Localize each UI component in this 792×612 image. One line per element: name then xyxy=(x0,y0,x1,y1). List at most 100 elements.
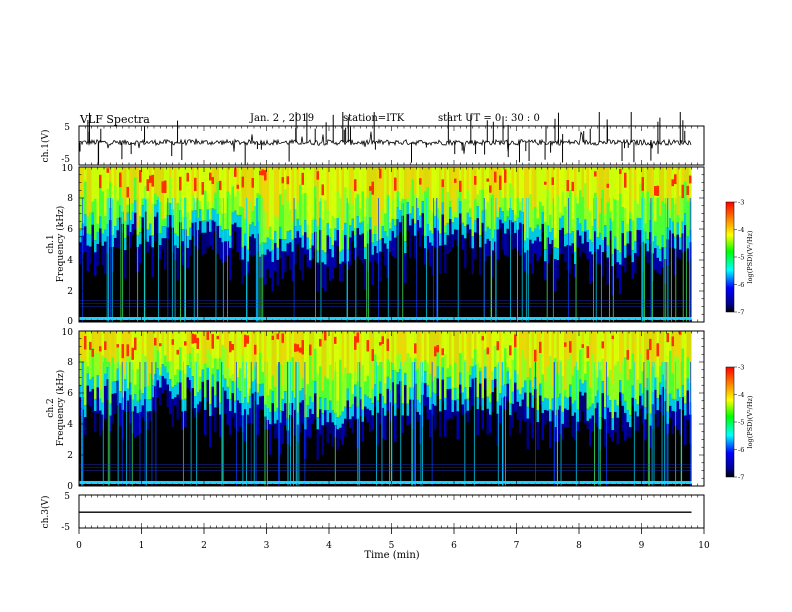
sferic-streak xyxy=(107,362,109,486)
spectrogram-band xyxy=(311,233,314,246)
spectrogram-band xyxy=(99,346,102,352)
spectrogram-band xyxy=(456,227,459,247)
spectrogram-band xyxy=(126,331,129,354)
spectrogram-band xyxy=(279,331,282,411)
spectrogram-band xyxy=(224,388,227,415)
spectrogram-band xyxy=(249,331,252,389)
spectrogram-band xyxy=(411,331,414,363)
spectrogram-band xyxy=(476,167,479,195)
spectrogram-band xyxy=(669,218,672,231)
spectrogram-band xyxy=(299,400,302,433)
spectrogram-band xyxy=(544,259,547,281)
spectrogram-band xyxy=(254,167,257,206)
spectrogram-band xyxy=(539,331,542,351)
spectrogram-band xyxy=(276,407,279,420)
sferic-streak xyxy=(535,362,536,486)
spectrogram-band xyxy=(521,331,524,388)
x-tick-label: 0 xyxy=(76,541,82,551)
spectrogram-band xyxy=(436,366,439,379)
spectrogram-band xyxy=(219,331,222,358)
spectrogram-band xyxy=(576,409,579,422)
spectrogram-band xyxy=(364,331,367,382)
spectrogram-band xyxy=(249,396,252,409)
spectrogram-band xyxy=(669,331,672,394)
spectrogram-band xyxy=(649,167,652,203)
spectrogram-band xyxy=(84,214,87,227)
spectrogram-band xyxy=(571,167,574,219)
spectrogram-band xyxy=(611,335,614,340)
spectrogram-band xyxy=(399,379,402,396)
spectrogram-band xyxy=(454,398,457,416)
ch2-colorbar xyxy=(725,366,735,478)
ch1-spec-ytick-6: 6 xyxy=(67,225,73,235)
spectrogram-band xyxy=(319,338,322,347)
sferic-streak xyxy=(242,362,244,486)
sferic-streak xyxy=(473,362,475,486)
spectrogram-band xyxy=(426,394,429,420)
sferic-streak xyxy=(129,362,131,486)
spectrogram-band xyxy=(569,341,572,353)
spectrogram-band xyxy=(241,247,244,260)
spectrogram-band xyxy=(371,252,374,286)
spectrogram-band xyxy=(559,227,562,255)
spectrogram-band xyxy=(579,167,582,224)
spectrogram-band xyxy=(344,232,347,264)
spectrogram-band xyxy=(276,247,279,260)
spectrogram-band xyxy=(681,394,684,410)
spectrogram-band xyxy=(264,170,267,181)
spectrogram-band xyxy=(646,349,649,360)
spectrogram-band xyxy=(564,167,567,207)
spectrogram-band xyxy=(106,224,109,237)
spectrogram-band xyxy=(409,397,412,424)
spectrogram-band xyxy=(401,167,404,200)
spectrogram-band xyxy=(664,399,667,415)
spectrogram-band xyxy=(351,218,354,231)
spectrogram-band xyxy=(494,366,497,379)
spectrogram-band xyxy=(446,167,449,223)
sferic-streak xyxy=(144,362,146,486)
spectrogram-band xyxy=(401,331,404,404)
x-tick-label: 7 xyxy=(514,541,520,551)
ch3-ytick-bottom: -5 xyxy=(61,523,70,533)
spectrogram-band xyxy=(489,167,492,229)
spectrogram-band xyxy=(389,167,392,223)
sferic-streak xyxy=(665,198,667,322)
spectrogram-band xyxy=(279,236,282,258)
spectrogram-band xyxy=(574,331,577,367)
spectrogram-band xyxy=(101,331,104,403)
spectrogram-band xyxy=(329,237,332,250)
spectrogram-band xyxy=(379,239,382,252)
spectrogram-band xyxy=(251,177,254,188)
spectrogram-band xyxy=(446,331,449,369)
spectrogram-band xyxy=(104,239,107,275)
spectrogram-band xyxy=(416,167,419,199)
spectrogram-lowband xyxy=(79,481,692,484)
sferic-streak xyxy=(290,362,291,486)
spectrogram-band xyxy=(429,407,432,438)
spectrogram-band xyxy=(311,401,314,414)
spectrogram-band xyxy=(146,409,149,430)
sferic-streak xyxy=(414,362,415,486)
spectrogram-band xyxy=(561,411,564,424)
spectrogram-band xyxy=(509,413,512,437)
spectrogram-band xyxy=(319,167,322,202)
sferic-streak xyxy=(257,198,259,322)
spectrogram-band xyxy=(624,245,627,258)
spectrogram-band xyxy=(526,167,529,218)
spectrogram-band xyxy=(559,331,562,361)
spectrogram-band xyxy=(269,239,272,252)
spectrogram-band xyxy=(514,167,517,215)
spectrogram-band xyxy=(409,387,412,400)
spectrogram-band xyxy=(546,225,549,238)
spectrogram-band xyxy=(439,409,442,437)
spectrogram-band xyxy=(446,167,449,193)
spectrogram-band xyxy=(291,331,294,391)
spectrogram-band xyxy=(154,384,157,412)
spectrogram-band xyxy=(306,415,309,437)
spectrogram-band xyxy=(539,383,542,396)
spectrogram-band xyxy=(296,167,299,203)
sferic-streak xyxy=(667,198,668,322)
spectrogram-band xyxy=(186,246,189,269)
sferic-streak xyxy=(222,198,224,322)
spectrogram-band xyxy=(616,415,619,445)
